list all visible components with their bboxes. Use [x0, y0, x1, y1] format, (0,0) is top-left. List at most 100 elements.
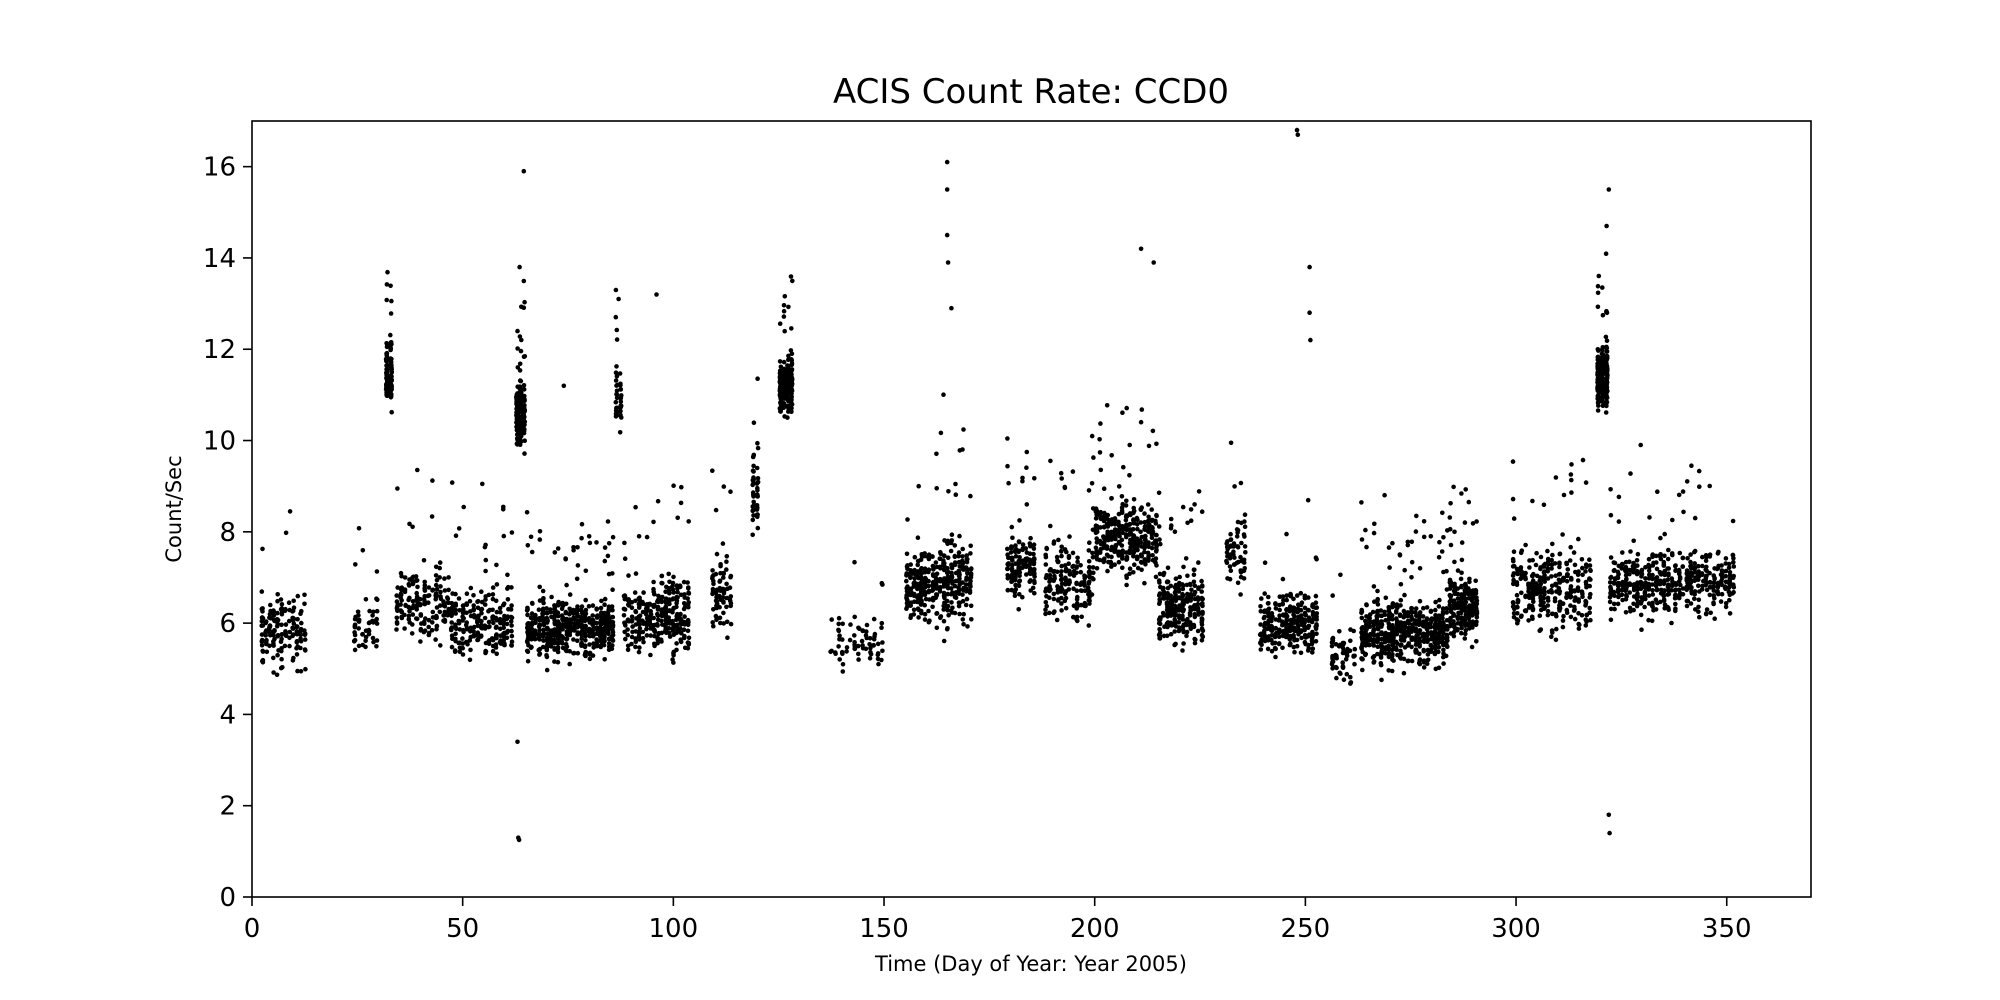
data-point	[483, 648, 488, 654]
data-point	[1553, 573, 1558, 578]
data-point	[433, 582, 439, 588]
data-point	[1116, 533, 1122, 538]
data-point	[1086, 559, 1092, 564]
data-point	[579, 535, 584, 541]
data-point	[370, 635, 376, 641]
data-point	[599, 610, 604, 615]
data-point	[1020, 475, 1025, 481]
data-point	[1583, 617, 1589, 622]
data-point	[1047, 568, 1053, 573]
data-point	[1583, 623, 1589, 628]
data-point	[614, 364, 619, 369]
data-point	[1587, 563, 1593, 568]
data-point	[952, 543, 958, 548]
data-point	[1156, 632, 1162, 638]
data-point	[1180, 586, 1186, 592]
data-point	[1109, 534, 1114, 539]
data-point	[1386, 638, 1392, 643]
data-point	[918, 582, 924, 588]
data-point	[789, 377, 795, 383]
data-point	[614, 413, 620, 418]
data-point	[1116, 559, 1122, 565]
data-point	[497, 639, 503, 645]
data-point	[389, 374, 394, 379]
data-point	[1554, 613, 1559, 619]
data-point	[1070, 550, 1076, 556]
data-point	[1511, 516, 1517, 521]
data-point	[1120, 556, 1125, 561]
data-point	[968, 584, 973, 589]
data-point	[260, 546, 265, 552]
data-point	[710, 568, 715, 573]
data-point	[407, 608, 412, 614]
data-point	[1273, 606, 1279, 611]
data-point	[915, 535, 921, 540]
data-point	[540, 588, 546, 594]
data-point	[1448, 594, 1453, 599]
data-point	[1538, 627, 1544, 632]
data-point	[1568, 575, 1574, 581]
data-point	[1394, 616, 1399, 621]
data-point	[483, 640, 489, 646]
data-point	[275, 621, 280, 626]
data-point	[263, 619, 269, 624]
data-point	[1117, 550, 1122, 555]
data-point	[609, 604, 615, 609]
data-point	[1071, 586, 1076, 591]
data-point	[298, 645, 303, 651]
data-point	[609, 615, 615, 620]
data-point	[1470, 521, 1476, 526]
data-point	[594, 607, 599, 612]
data-point	[964, 596, 970, 602]
data-point	[1172, 529, 1178, 534]
data-point	[922, 553, 928, 559]
data-point	[1440, 606, 1446, 611]
data-point	[385, 269, 390, 275]
data-point	[1383, 651, 1388, 656]
data-point	[785, 415, 790, 420]
data-point	[852, 646, 857, 652]
data-point	[1120, 530, 1125, 536]
data-point	[610, 587, 615, 592]
data-point	[526, 621, 531, 627]
x-tick-label: 50	[446, 914, 479, 944]
data-point	[1364, 641, 1369, 646]
data-point	[1124, 498, 1129, 504]
data-point	[1262, 591, 1267, 596]
data-point	[1093, 545, 1099, 550]
data-point	[1576, 621, 1581, 627]
data-point	[555, 620, 561, 626]
data-point	[1280, 576, 1286, 582]
data-point	[1146, 443, 1152, 449]
data-point	[1556, 586, 1562, 591]
data-point	[587, 633, 592, 638]
data-point	[1192, 640, 1198, 646]
data-point	[1184, 620, 1189, 626]
data-point	[721, 575, 726, 580]
data-point	[1176, 625, 1182, 630]
data-point	[353, 562, 358, 567]
data-point	[1553, 475, 1559, 480]
data-point	[1448, 501, 1453, 506]
data-point	[671, 483, 676, 489]
data-point	[1530, 498, 1535, 504]
data-point	[287, 643, 292, 649]
data-point	[260, 658, 265, 664]
data-point	[957, 600, 963, 606]
data-point	[1199, 638, 1205, 643]
data-point	[483, 542, 488, 548]
data-point	[1575, 585, 1581, 590]
data-point	[1027, 551, 1033, 556]
data-point	[1409, 637, 1415, 642]
data-point	[406, 604, 411, 610]
data-point	[1579, 589, 1585, 594]
data-point	[586, 534, 592, 539]
data-point	[1424, 605, 1430, 610]
data-point	[1538, 554, 1544, 560]
data-point	[442, 619, 448, 624]
data-point	[1428, 647, 1434, 652]
data-point	[1063, 582, 1068, 587]
data-point	[968, 551, 973, 556]
data-point	[479, 619, 484, 624]
data-point	[1109, 496, 1114, 501]
